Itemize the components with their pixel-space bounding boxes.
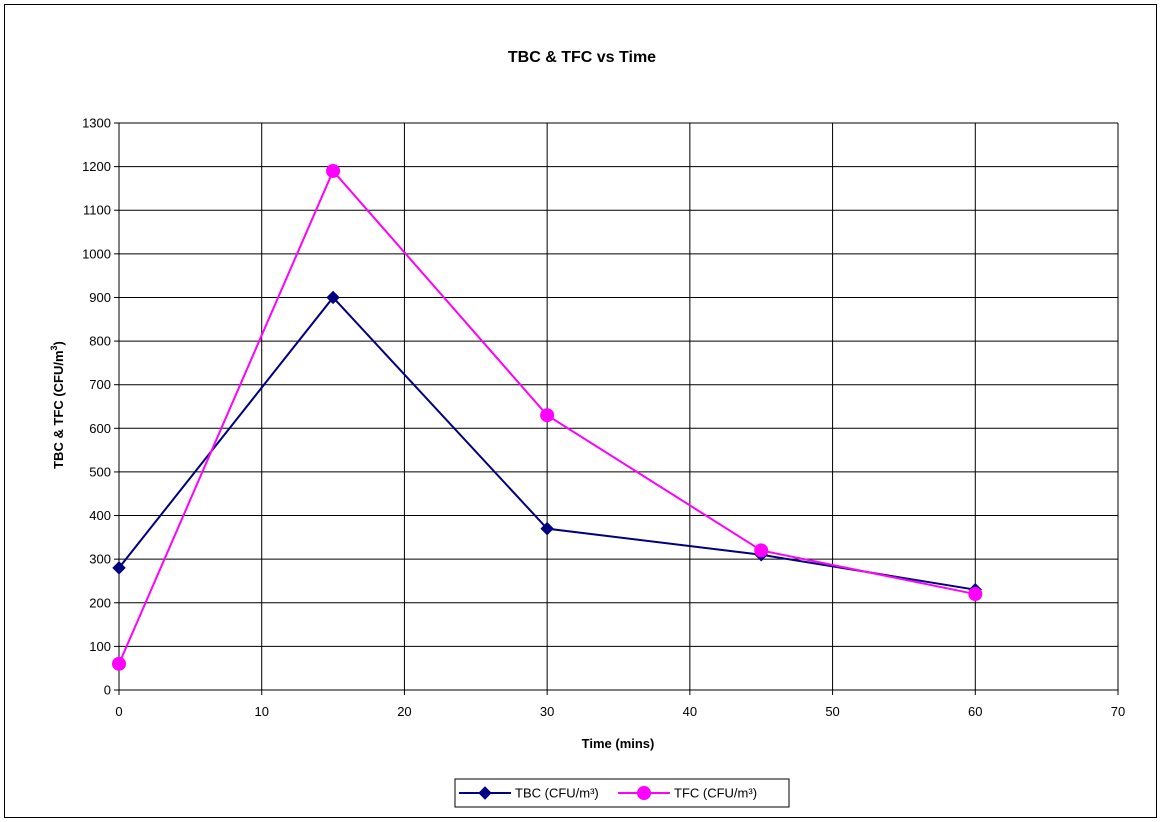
y-axis-title-main: TBC & TFC (CFU/m — [51, 350, 66, 468]
x-tick-label: 40 — [683, 704, 697, 719]
legend-marker-1 — [637, 786, 651, 800]
legend-item-0: TBC (CFU/m³) — [459, 786, 599, 801]
y-tick-label: 1100 — [83, 203, 111, 218]
x-tick-label: 70 — [1111, 704, 1125, 719]
y-tick-label: 700 — [89, 377, 111, 392]
y-tick-label: 200 — [89, 595, 111, 610]
y-tick-label: 600 — [89, 421, 111, 436]
y-axis-title: TBC & TFC (CFU/m3) — [49, 341, 66, 469]
legend-item-1: TFC (CFU/m³) — [618, 786, 757, 801]
y-tick-label: 300 — [89, 552, 111, 567]
tick-labels: 0100200300400500600700800900100011001200… — [82, 116, 1125, 720]
data-point — [540, 521, 554, 536]
data-point — [754, 543, 769, 558]
x-tick-label: 30 — [540, 704, 554, 719]
y-tick-label: 1000 — [82, 246, 111, 261]
y-tick-label: 1200 — [82, 159, 111, 174]
y-tick-label: 900 — [89, 290, 111, 305]
x-tick-label: 20 — [397, 704, 411, 719]
data-point — [326, 163, 341, 178]
y-axis-title-sup: 3 — [49, 345, 59, 350]
y-tick-label: 500 — [89, 464, 111, 479]
data-point — [968, 587, 983, 602]
series-layer — [112, 163, 983, 671]
legend-label-0: TBC (CFU/m³) — [515, 786, 599, 801]
y-tick-label: 1300 — [82, 116, 111, 131]
x-tick-label: 50 — [825, 704, 839, 719]
data-point — [112, 561, 126, 575]
gridlines — [119, 122, 1119, 690]
y-tick-label: 400 — [89, 508, 111, 523]
data-point — [326, 290, 340, 305]
legend-label-1: TFC (CFU/m³) — [674, 786, 757, 801]
x-tick-label: 0 — [115, 704, 122, 719]
data-point — [540, 408, 555, 423]
chart-title: TBC & TFC vs Time — [508, 49, 656, 66]
y-tick-label: 0 — [104, 683, 111, 698]
data-point — [112, 656, 126, 671]
y-tick-label: 100 — [89, 639, 111, 654]
x-tick-label: 10 — [254, 704, 268, 719]
legend-marker-0 — [478, 786, 492, 800]
axes — [118, 123, 1118, 691]
plot-area — [119, 123, 1118, 690]
y-axis-title-close: ) — [51, 341, 66, 345]
y-tick-label: 800 — [89, 334, 111, 349]
legend: TBC (CFU/m³) TFC (CFU/m³) — [454, 778, 790, 808]
series-1 — [112, 163, 983, 671]
x-tick-label: 60 — [968, 704, 982, 719]
x-axis-title: Time (mins) — [582, 736, 655, 751]
